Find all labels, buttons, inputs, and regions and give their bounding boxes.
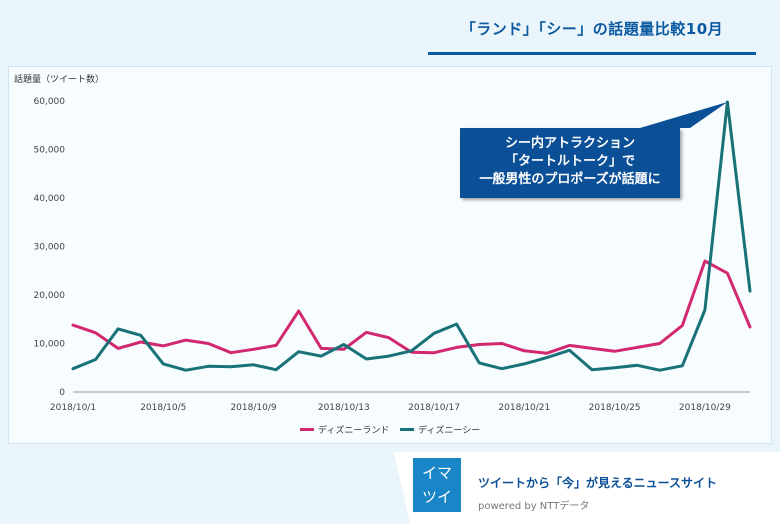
x-tick-label: 2018/10/13 [318, 403, 370, 413]
footer-tagline: ツイートから「今」が見えるニュースサイト [478, 476, 718, 490]
callout-pointer [640, 102, 728, 128]
y-tick-label: 10,000 [34, 340, 66, 350]
title-bar: 「ランド」「シー」の話題量比較10月 [428, 14, 756, 55]
x-tick-label: 2018/10/1 [50, 403, 96, 413]
legend-label-sea: ディズニーシー [418, 426, 481, 436]
footer-powered-by: powered by NTTデータ [478, 501, 590, 512]
callout-line-1: シー内アトラクション [504, 136, 635, 151]
legend-swatch-land [300, 428, 314, 431]
chart-title: 「ランド」「シー」の話題量比較10月 [460, 20, 724, 38]
x-tick-label: 2018/10/25 [589, 403, 641, 413]
legend-item-land: ディズニーランド [300, 423, 389, 436]
x-tick-label: 2018/10/17 [408, 403, 460, 413]
logo-line-1: イマ [421, 464, 452, 482]
x-tick-label: 2018/10/21 [498, 403, 550, 413]
site-logo[interactable]: イマ ツイ [413, 458, 461, 512]
annotation-callout: シー内アトラクション 「タートルトーク」で 一般男性のプロポーズが話題に [460, 128, 680, 198]
callout-line-3: 一般男性のプロポーズが話題に [479, 172, 661, 187]
series-line-1 [71, 100, 752, 372]
y-tick-label: 20,000 [34, 291, 66, 301]
y-tick-label: 0 [59, 388, 65, 398]
y-tick-label: 60,000 [34, 97, 66, 107]
x-tick-label: 2018/10/29 [679, 403, 731, 413]
y-tick-label: 40,000 [34, 194, 66, 204]
callout-line-2: 「タートルトーク」で [504, 154, 635, 169]
x-tick-label: 2018/10/5 [140, 403, 186, 413]
logo-line-2: ツイ [421, 488, 452, 506]
x-tick-label: 2018/10/9 [230, 403, 276, 413]
y-axis-label: 話題量（ツイート数） [14, 75, 105, 85]
legend-swatch-sea [400, 428, 414, 431]
chart-legend: ディズニーランド ディズニーシー [0, 423, 780, 437]
series-line-0 [71, 259, 752, 355]
y-tick-label: 30,000 [34, 243, 66, 253]
legend-item-sea: ディズニーシー [400, 423, 480, 436]
legend-label-land: ディズニーランド [318, 426, 390, 436]
y-tick-label: 50,000 [34, 146, 66, 156]
